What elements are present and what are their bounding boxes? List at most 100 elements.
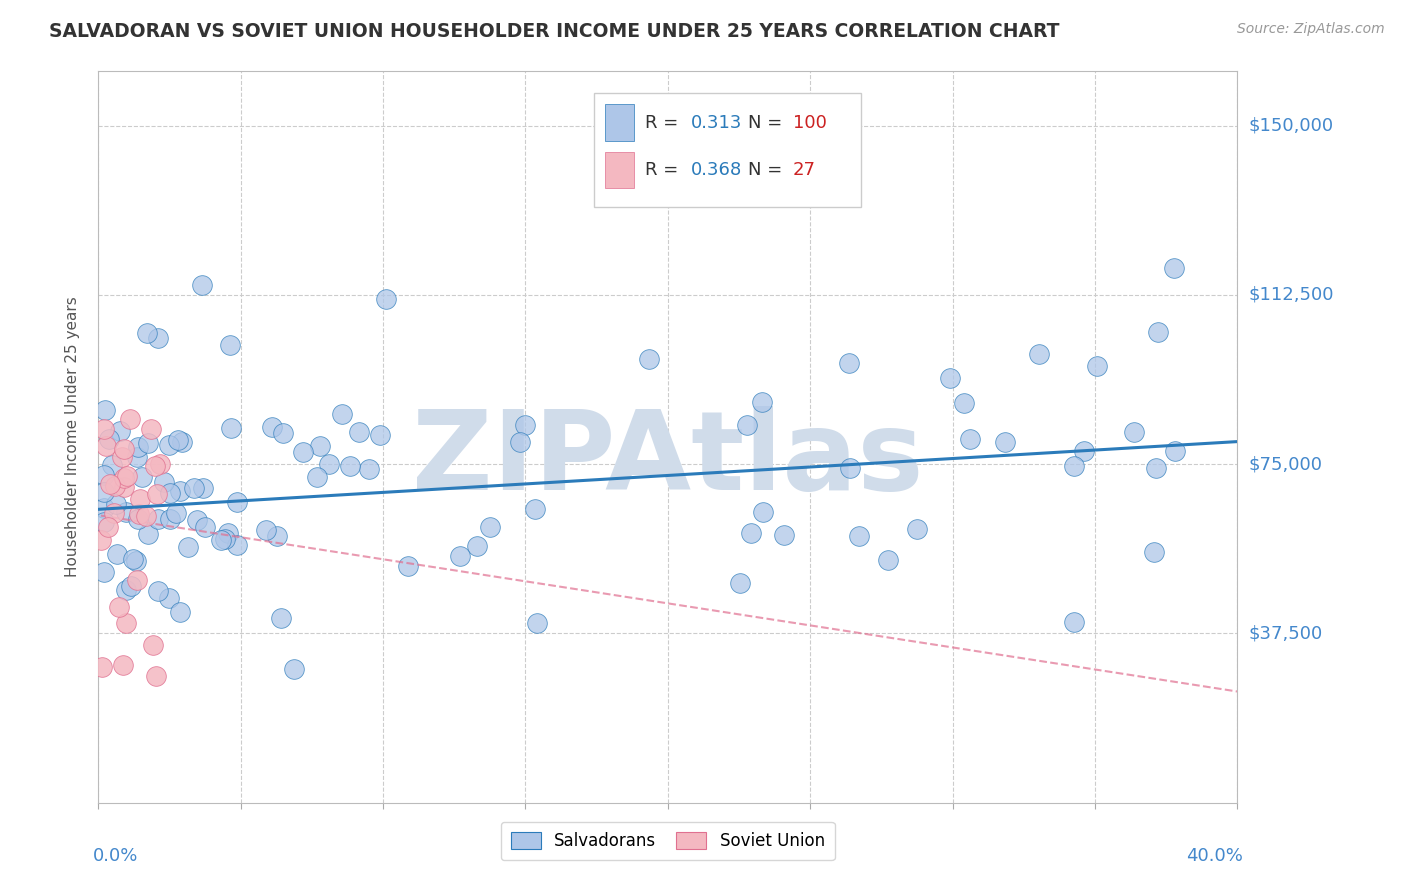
Point (136, 436, 159, 450)
Point (938, 371, 960, 385)
Point (735, 417, 758, 432)
Point (170, 435, 193, 450)
Point (93, 422, 115, 436)
Point (740, 526, 762, 541)
Point (339, 459, 361, 474)
Text: $75,000: $75,000 (1249, 455, 1323, 473)
Text: R =: R = (645, 161, 685, 179)
Point (159, 485, 181, 500)
Point (93, 484, 115, 499)
Point (112, 442, 135, 456)
Point (93, 515, 115, 529)
Point (177, 541, 200, 555)
Point (93, 565, 115, 579)
Text: 0.0%: 0.0% (93, 847, 138, 864)
Point (108, 424, 131, 438)
Y-axis label: Householder Income Under 25 years: Householder Income Under 25 years (65, 297, 80, 577)
Point (136, 326, 159, 340)
Point (128, 507, 150, 521)
Point (209, 533, 232, 547)
Point (105, 547, 128, 561)
Point (146, 512, 169, 526)
Point (112, 480, 135, 494)
Text: $37,500: $37,500 (1249, 624, 1323, 642)
FancyBboxPatch shape (593, 94, 862, 207)
Point (146, 331, 169, 345)
Point (127, 440, 149, 454)
Point (146, 487, 169, 501)
Text: R =: R = (645, 113, 685, 131)
Text: Source: ZipAtlas.com: Source: ZipAtlas.com (1237, 22, 1385, 37)
Point (167, 434, 190, 448)
Point (838, 460, 860, 475)
Point (191, 277, 214, 292)
Point (838, 356, 860, 370)
Bar (605, 152, 634, 188)
Point (1164, 444, 1187, 458)
Point (157, 591, 180, 605)
Point (396, 558, 419, 573)
Point (262, 420, 284, 434)
Point (97, 432, 120, 446)
Point (225, 495, 247, 509)
Point (1163, 261, 1185, 276)
Point (375, 292, 398, 306)
Point (292, 445, 315, 459)
Point (98, 477, 121, 491)
Point (91, 660, 114, 674)
Point (93, 500, 115, 515)
Point (191, 481, 214, 495)
Point (225, 538, 247, 552)
Point (139, 422, 162, 436)
Point (877, 553, 900, 567)
Point (93, 468, 115, 483)
Point (152, 475, 174, 489)
Point (219, 421, 242, 435)
Point (773, 528, 796, 542)
Point (186, 513, 208, 527)
Point (751, 395, 773, 409)
Point (121, 552, 143, 566)
Point (143, 459, 166, 474)
Point (307, 470, 329, 484)
Point (347, 425, 370, 439)
Point (465, 539, 488, 553)
Text: N =: N = (748, 161, 782, 179)
Point (131, 470, 153, 484)
Point (114, 583, 136, 598)
Point (136, 526, 159, 541)
Point (254, 523, 277, 537)
Point (183, 481, 205, 495)
Point (959, 432, 981, 446)
Text: 0.368: 0.368 (690, 161, 742, 179)
Point (142, 638, 165, 652)
Point (218, 337, 240, 351)
Point (135, 508, 157, 523)
Legend: Salvadorans, Soviet Union: Salvadorans, Soviet Union (501, 822, 835, 860)
Point (214, 533, 236, 547)
Point (308, 439, 330, 453)
Point (146, 583, 169, 598)
Point (449, 549, 471, 564)
Point (638, 351, 661, 366)
Point (94, 439, 117, 453)
Point (266, 528, 288, 542)
Point (108, 599, 131, 614)
Point (359, 461, 381, 475)
Point (111, 450, 134, 464)
Point (104, 497, 127, 511)
Text: 40.0%: 40.0% (1187, 847, 1243, 864)
Point (1063, 458, 1085, 473)
Point (112, 471, 135, 485)
Point (1123, 425, 1146, 440)
Point (97, 519, 120, 533)
Point (115, 505, 138, 519)
Point (120, 579, 142, 593)
Point (125, 573, 148, 587)
Point (515, 418, 537, 433)
Point (217, 526, 239, 541)
Point (125, 554, 148, 568)
Point (115, 469, 138, 483)
Text: 27: 27 (793, 161, 815, 179)
Point (149, 457, 172, 471)
